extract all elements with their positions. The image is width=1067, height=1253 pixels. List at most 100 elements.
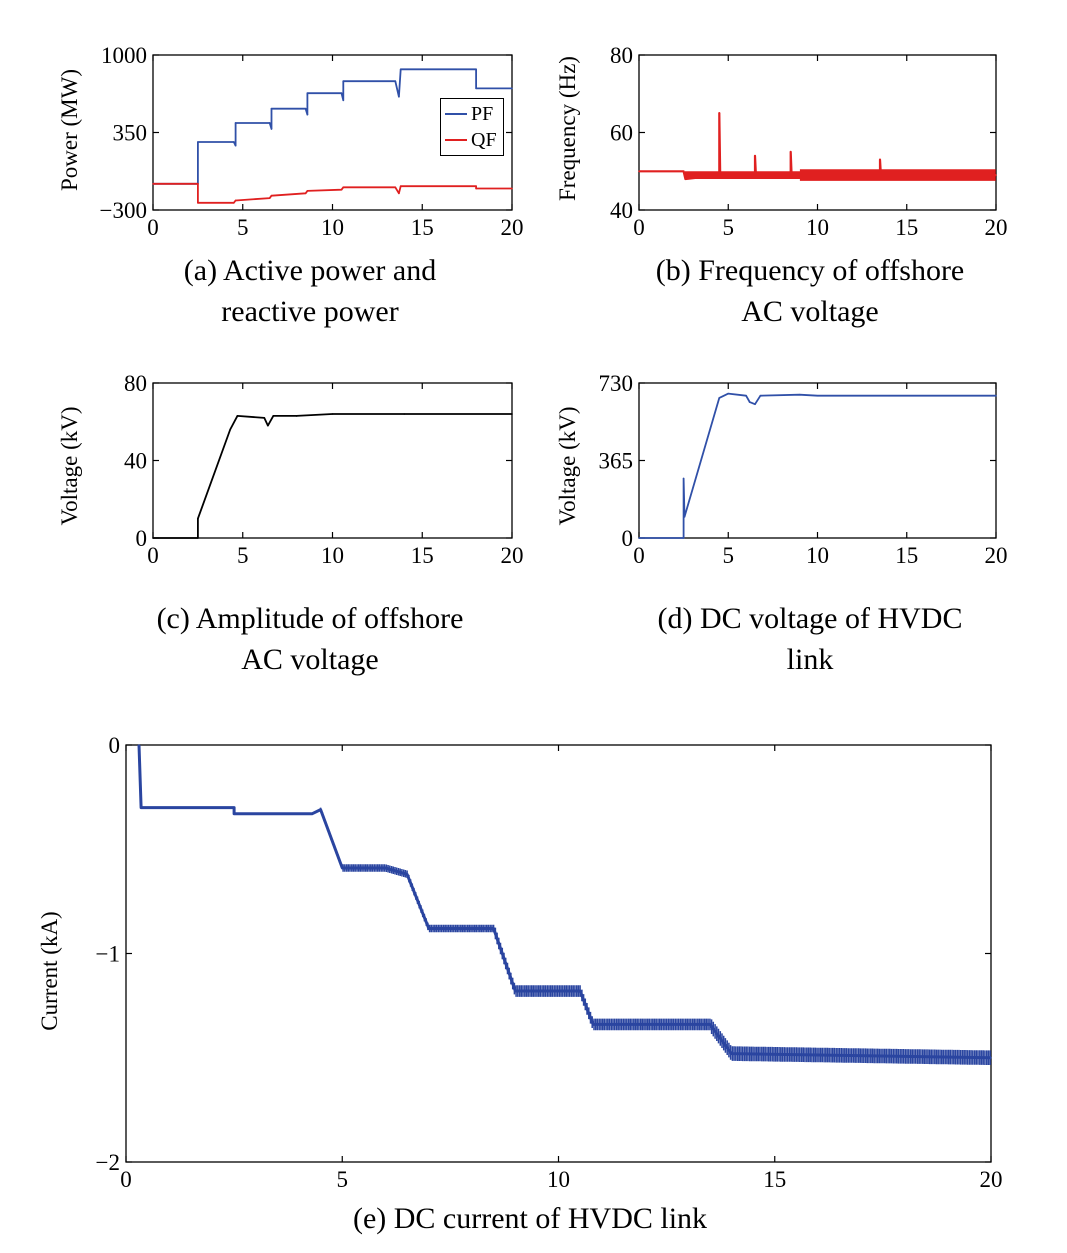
chart-c-xtick-label: 10 bbox=[321, 543, 344, 568]
chart-a-ytick-label: 1000 bbox=[101, 43, 147, 68]
chart-c-xtick-label: 15 bbox=[411, 543, 434, 568]
chart-a-caption-line2: reactive power bbox=[221, 295, 399, 328]
chart-d-xtick-label: 15 bbox=[895, 543, 918, 568]
chart-d-xtick-label: 0 bbox=[633, 543, 645, 568]
chart-b-point bbox=[638, 170, 640, 173]
chart-c-xtick-label: 5 bbox=[237, 543, 249, 568]
chart-d-point bbox=[682, 537, 685, 539]
chart-e-point bbox=[142, 806, 145, 809]
chart-a-point bbox=[394, 186, 397, 189]
chart-a-point bbox=[152, 182, 154, 185]
legend-item-pf: PF bbox=[445, 101, 497, 127]
chart-a-point bbox=[340, 188, 343, 191]
chart-a-point bbox=[398, 95, 400, 98]
chart-d-xtick-label: 10 bbox=[806, 543, 829, 568]
chart-a-point bbox=[304, 107, 307, 110]
chart-b-caption: (b) Frequency of offshore AC voltage bbox=[600, 250, 1020, 332]
chart-b-plot: 80 60 400 5 10 15 20 bbox=[610, 43, 1008, 240]
chart-a-point bbox=[342, 99, 345, 102]
chart-panel-a: Power (MW) 1000 350 −300 0 5 10 15 20 PF QF (a)… bbox=[0, 0, 530, 340]
chart-a-point bbox=[306, 92, 309, 94]
chart-d-point bbox=[759, 394, 762, 397]
chart-c-series-voltage bbox=[153, 413, 512, 539]
chart-a-ytick-label: 350 bbox=[113, 121, 148, 146]
chart-c-caption-line2: AC voltage bbox=[241, 643, 379, 676]
chart-b-xtick-label: 5 bbox=[723, 215, 735, 240]
chart-b-noise-band bbox=[684, 169, 996, 181]
chart-d-axes-box bbox=[638, 382, 997, 539]
legend-item-qf: QF bbox=[445, 127, 497, 153]
chart-a-point bbox=[304, 192, 307, 195]
chart-a-point bbox=[234, 122, 237, 124]
chart-a-point bbox=[394, 80, 397, 83]
chart-b-point bbox=[879, 158, 881, 161]
chart-c-point bbox=[229, 428, 231, 431]
chart-a-point bbox=[475, 185, 477, 187]
chart-d-caption: (d) DC voltage of HVDC link bbox=[600, 598, 1020, 680]
chart-d-point bbox=[745, 394, 747, 397]
chart-e-point bbox=[233, 806, 235, 809]
chart-c-point bbox=[236, 415, 239, 417]
chart-a-xtick-label: 15 bbox=[411, 215, 434, 240]
chart-b-point bbox=[682, 170, 685, 173]
chart-c-point bbox=[152, 537, 154, 539]
chart-b-caption-line2: AC voltage bbox=[741, 295, 879, 328]
chart-a-point bbox=[306, 190, 309, 192]
chart-a-point bbox=[270, 107, 273, 110]
chart-a-series-qf bbox=[153, 182, 512, 204]
chart-a-point bbox=[475, 68, 477, 71]
chart-c-point bbox=[272, 415, 275, 417]
chart-c-plot: 80 40 00 5 10 15 20 bbox=[124, 371, 524, 568]
chart-c-axes-box bbox=[152, 382, 513, 539]
chart-d-ytick-label: 0 bbox=[622, 526, 634, 551]
chart-b-series-frequency bbox=[639, 111, 996, 181]
legend-swatch-qf bbox=[445, 139, 467, 141]
chart-c-point bbox=[263, 417, 266, 419]
chart-a-caption-line1: (a) Active power and bbox=[183, 254, 437, 287]
chart-a-point bbox=[399, 185, 402, 187]
chart-c-ytick-label: 40 bbox=[124, 449, 147, 474]
chart-panel-e: Current (kA) 0 −1 −2 0 5 10 15 20 (e) DC curren… bbox=[0, 720, 1067, 1253]
chart-a-point bbox=[197, 202, 199, 204]
chart-e-caption: (e) DC current of HVDC link bbox=[200, 1198, 860, 1239]
legend-label-pf: PF bbox=[471, 103, 494, 125]
chart-e-point bbox=[138, 744, 140, 746]
chart-e-xtick-label: 15 bbox=[763, 1167, 786, 1192]
chart-a-point bbox=[234, 144, 237, 147]
chart-d-point bbox=[888, 394, 890, 397]
chart-b-ytick-label: 60 bbox=[610, 121, 633, 146]
chart-c-caption-line1: (c) Amplitude of offshore bbox=[156, 602, 464, 635]
chart-e-xtick-label: 10 bbox=[547, 1167, 570, 1192]
chart-b-xtick-label: 15 bbox=[895, 215, 918, 240]
chart-a-xtick-label: 20 bbox=[501, 215, 524, 240]
chart-a-point bbox=[475, 87, 477, 90]
chart-c-xtick-label: 0 bbox=[147, 543, 159, 568]
chart-a-point bbox=[197, 141, 199, 143]
chart-a-legend: PF QF bbox=[440, 98, 504, 156]
chart-d-point bbox=[683, 515, 686, 518]
legend-label-qf: QF bbox=[471, 129, 497, 151]
chart-a-point bbox=[342, 186, 345, 189]
chart-d-xtick-label: 5 bbox=[723, 543, 735, 568]
chart-a-point bbox=[475, 187, 477, 190]
chart-d-point bbox=[638, 537, 640, 539]
chart-d-point bbox=[727, 392, 730, 395]
chart-c-ytick-label: 0 bbox=[136, 526, 148, 551]
chart-a-point bbox=[270, 128, 273, 130]
chart-e-ytick-label: −2 bbox=[96, 1150, 120, 1175]
chart-b-xtick-label: 10 bbox=[806, 215, 829, 240]
chart-c-point bbox=[197, 517, 199, 520]
chart-e-series-dc-current bbox=[137, 744, 992, 1060]
chart-b-axes-box bbox=[638, 54, 997, 211]
chart-a-point bbox=[234, 199, 237, 202]
chart-a-point bbox=[511, 187, 513, 190]
chart-d-ytick-label: 730 bbox=[599, 371, 634, 396]
chart-a-xtick-label: 0 bbox=[147, 215, 159, 240]
chart-d-series-dc-voltage bbox=[639, 392, 996, 539]
chart-d-plot: 730 365 00 5 10 15 20 bbox=[599, 371, 1008, 568]
chart-e-noise-band bbox=[319, 807, 991, 1065]
chart-e-xtick-label: 20 bbox=[980, 1167, 1003, 1192]
chart-e-caption-line1: (e) DC current of HVDC link bbox=[352, 1202, 708, 1235]
chart-d-point bbox=[718, 397, 721, 399]
